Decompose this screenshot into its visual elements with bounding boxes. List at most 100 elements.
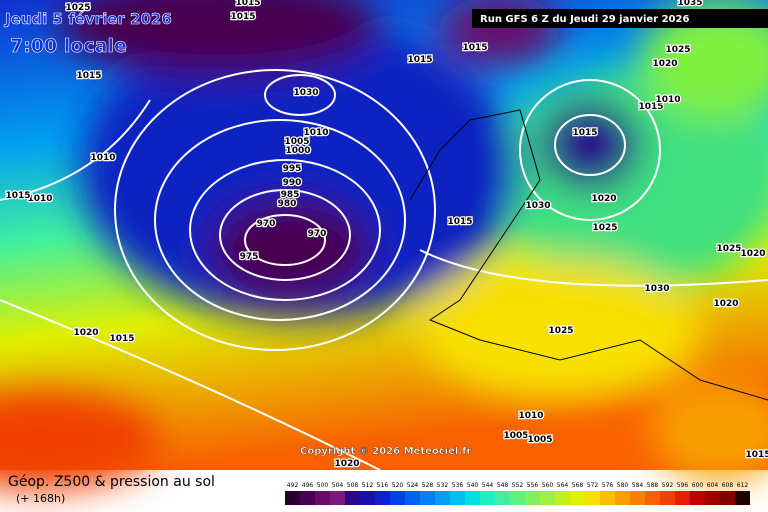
isobar-label: 985 bbox=[281, 190, 300, 200]
isobar-label: 1015 bbox=[5, 191, 30, 201]
isobar-label: 1000 bbox=[285, 146, 310, 156]
scale-label: 600 bbox=[692, 482, 704, 489]
scale-label: 504 bbox=[332, 482, 344, 489]
isobar-label: 1015 bbox=[76, 71, 101, 81]
isobar-label: 1015 bbox=[572, 128, 597, 138]
time: 7:00 locale bbox=[10, 35, 127, 57]
scale-swatch bbox=[615, 491, 630, 505]
scale-swatch bbox=[630, 491, 645, 505]
isobar-label: 1015 bbox=[407, 55, 432, 65]
isobar-label: 1010 bbox=[27, 194, 52, 204]
copyright: Copyright © 2026 Meteociel.fr bbox=[300, 446, 471, 457]
scale-label: 560 bbox=[542, 482, 554, 489]
isobar-label: 1025 bbox=[592, 223, 617, 233]
isobar-label: 1025 bbox=[665, 45, 690, 55]
footer-title: Géop. Z500 & pression au sol bbox=[8, 474, 215, 490]
scale-label: 568 bbox=[572, 482, 584, 489]
scale-label: 508 bbox=[347, 482, 359, 489]
scale-label: 524 bbox=[407, 482, 419, 489]
scale-label: 500 bbox=[317, 482, 329, 489]
run-box bbox=[472, 9, 768, 28]
scale-label: 604 bbox=[707, 482, 719, 489]
scale-label: 564 bbox=[557, 482, 569, 489]
isobar-label: 990 bbox=[283, 178, 302, 188]
isobar-label: 1015 bbox=[638, 102, 663, 112]
isobar-label: 1020 bbox=[334, 459, 359, 469]
scale-swatch bbox=[480, 491, 495, 505]
scale-swatch bbox=[450, 491, 465, 505]
isobar-label: 1015 bbox=[230, 12, 255, 22]
isobar-label: 1030 bbox=[293, 88, 318, 98]
date: Jeudi 5 février 2026 bbox=[4, 10, 172, 28]
scale-swatch bbox=[600, 491, 615, 505]
scale-label: 540 bbox=[467, 482, 479, 489]
map-field bbox=[0, 0, 768, 490]
isobar-label: 1035 bbox=[677, 0, 702, 8]
isobar-label: 1020 bbox=[652, 59, 677, 69]
isobar-label: 975 bbox=[240, 252, 259, 262]
isobar-label: 1020 bbox=[740, 249, 765, 259]
isobar-label: 1015 bbox=[745, 450, 768, 460]
scale-swatch bbox=[420, 491, 435, 505]
scale-swatch bbox=[525, 491, 540, 505]
scale-swatch bbox=[660, 491, 675, 505]
scale-swatch bbox=[585, 491, 600, 505]
scale-label: 592 bbox=[662, 482, 674, 489]
isobar-label: 980 bbox=[278, 199, 297, 209]
scale-swatch bbox=[330, 491, 345, 505]
scale-swatch bbox=[465, 491, 480, 505]
scale-swatch bbox=[735, 491, 750, 505]
scale-swatch bbox=[705, 491, 720, 505]
isobar-label: 1015 bbox=[235, 0, 260, 8]
scale-swatch bbox=[675, 491, 690, 505]
isobar-label: 995 bbox=[283, 164, 302, 174]
isobar-label: 970 bbox=[308, 229, 327, 239]
isobar-label: 1020 bbox=[713, 299, 738, 309]
scale-swatch bbox=[720, 491, 735, 505]
scale-label: 552 bbox=[512, 482, 524, 489]
isobar-label: 1010 bbox=[303, 128, 328, 138]
scale-label: 596 bbox=[677, 482, 689, 489]
scale-label: 588 bbox=[647, 482, 659, 489]
isobar-label: 1005 bbox=[503, 431, 528, 441]
isobar-label: 1005 bbox=[284, 137, 309, 147]
scale-label: 548 bbox=[497, 482, 509, 489]
scale-swatch bbox=[495, 491, 510, 505]
scale-swatch bbox=[300, 491, 315, 505]
isobar-label: 1015 bbox=[447, 217, 472, 227]
scale-swatch bbox=[375, 491, 390, 505]
isobar-label: 1015 bbox=[462, 43, 487, 53]
run-info: Run GFS 6 Z du Jeudi 29 janvier 2026 bbox=[480, 14, 689, 25]
scale-label: 516 bbox=[377, 482, 389, 489]
scale-swatch bbox=[345, 491, 360, 505]
color-scale: 492 496 500 504 508 512 516 520 524 528 532 536 540 5… bbox=[285, 482, 750, 505]
isobar-label: 970 bbox=[257, 219, 276, 229]
footer-lead: (+ 168h) bbox=[16, 492, 65, 505]
scale-swatch bbox=[690, 491, 705, 505]
scale-label: 528 bbox=[422, 482, 434, 489]
isobar-labels: 1025101510151015101510151035102510201015… bbox=[4, 0, 768, 470]
scale-label: 496 bbox=[302, 482, 314, 489]
scale-label: 492 bbox=[287, 482, 299, 489]
isobar-label: 1030 bbox=[525, 201, 550, 211]
isobar-label: 1025 bbox=[716, 244, 741, 254]
scale-label: 580 bbox=[617, 482, 629, 489]
scale-swatch bbox=[285, 491, 300, 505]
scale-label: 556 bbox=[527, 482, 539, 489]
isobar-label: 1010 bbox=[518, 411, 543, 421]
scale-label: 520 bbox=[392, 482, 404, 489]
scale-label: 544 bbox=[482, 482, 494, 489]
scale-label: 536 bbox=[452, 482, 464, 489]
isobar-label: 1025 bbox=[548, 326, 573, 336]
scale-label: 584 bbox=[632, 482, 644, 489]
isobar-label: 1010 bbox=[655, 95, 680, 105]
isobar-label: 1030 bbox=[644, 284, 669, 294]
scale-swatch bbox=[555, 491, 570, 505]
scale-swatch bbox=[645, 491, 660, 505]
isobar-label: 1020 bbox=[591, 194, 616, 204]
scale-label: 532 bbox=[437, 482, 449, 489]
isobar-label: 1005 bbox=[527, 435, 552, 445]
scale-swatch bbox=[570, 491, 585, 505]
scale-swatch bbox=[315, 491, 330, 505]
